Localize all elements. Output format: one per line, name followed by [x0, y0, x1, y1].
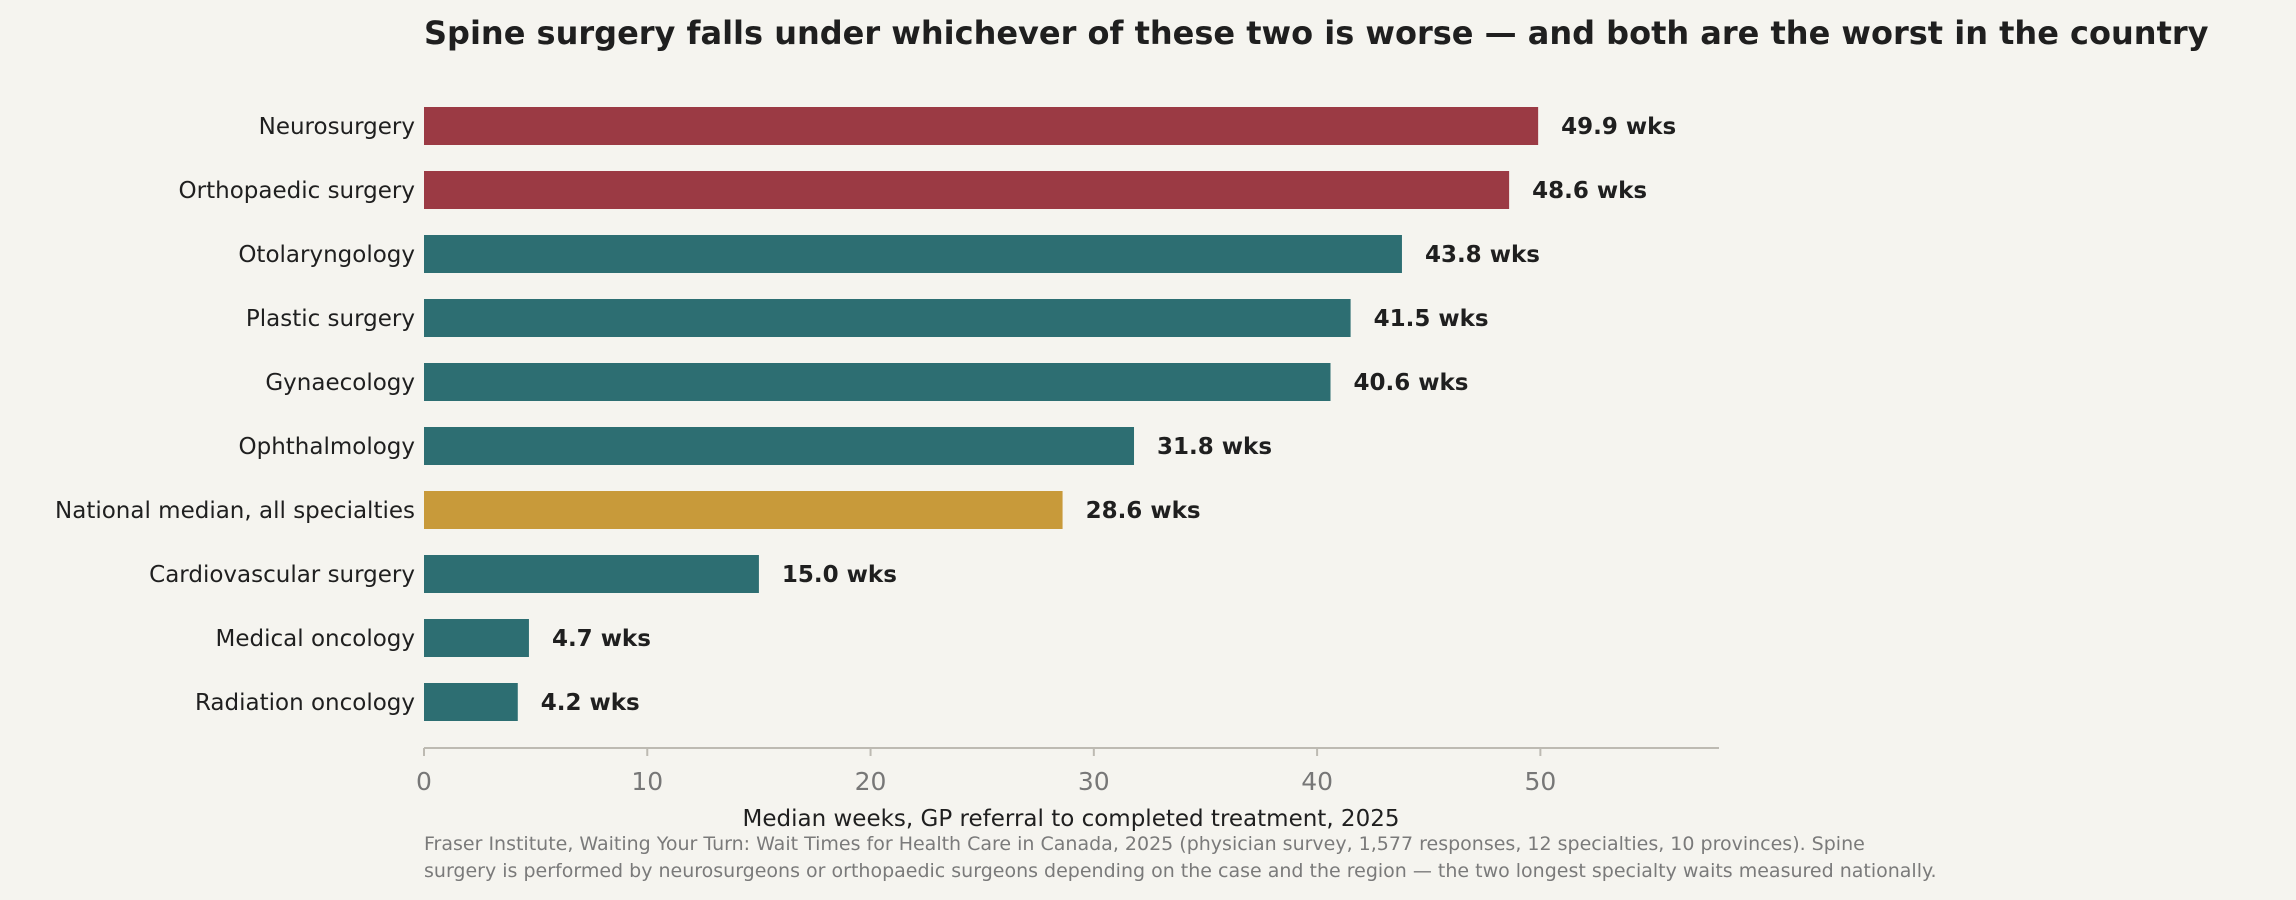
value-label: 48.6 wks — [1532, 178, 1647, 204]
value-label: 31.8 wks — [1157, 434, 1272, 460]
source-note-line-1: Fraser Institute, Waiting Your Turn: Wai… — [424, 833, 1865, 855]
bar-orthopaedic-surgery — [424, 171, 1510, 209]
bar-gynaecology — [424, 363, 1331, 401]
bars-group — [424, 107, 1539, 721]
category-label: Orthopaedic surgery — [179, 178, 415, 204]
x-tick-label: 40 — [1301, 767, 1333, 796]
category-label: Medical oncology — [216, 626, 415, 652]
category-labels-group: Neurosurgery Orthopaedic surgery Otolaryng… — [55, 114, 415, 716]
x-tick-label: 20 — [855, 767, 887, 796]
bar-neurosurgery — [424, 107, 1539, 145]
category-label: Gynaecology — [265, 370, 415, 396]
chart-title: Spine surgery falls under whichever of t… — [424, 14, 2209, 52]
category-label: Radiation oncology — [195, 690, 415, 716]
category-label: National median, all specialties — [55, 498, 415, 524]
bar-cardiovascular-surgery — [424, 555, 759, 593]
category-label: Neurosurgery — [259, 114, 415, 140]
value-label: 43.8 wks — [1425, 242, 1540, 268]
category-label: Otolaryngology — [238, 242, 415, 268]
source-note-line-2: surgery is performed by neurosurgeons or… — [424, 860, 1937, 882]
value-label: 15.0 wks — [782, 562, 897, 588]
x-tick-label: 0 — [416, 767, 432, 796]
value-label: 49.9 wks — [1561, 114, 1676, 140]
value-label: 4.2 wks — [541, 690, 640, 716]
value-labels-group: 49.9 wks 48.6 wks 43.8 wks 41.5 wks 40.6 wks… — [541, 114, 1676, 716]
bar-ophthalmology — [424, 427, 1135, 465]
x-axis-label: Median weeks, GP referral to completed t… — [743, 806, 1400, 832]
category-label: Cardiovascular surgery — [149, 562, 415, 588]
value-label: 41.5 wks — [1374, 306, 1489, 332]
x-tick-label: 10 — [631, 767, 663, 796]
x-ticks-group: 0 10 20 30 40 50 — [416, 748, 1556, 796]
bar-national-median-all-specialties — [424, 491, 1063, 529]
bar-plastic-surgery — [424, 299, 1351, 337]
bar-radiation-oncology — [424, 683, 518, 721]
x-tick-label: 30 — [1078, 767, 1110, 796]
x-tick-label: 50 — [1524, 767, 1556, 796]
bar-medical-oncology — [424, 619, 529, 657]
value-label: 40.6 wks — [1354, 370, 1469, 396]
category-label: Plastic surgery — [246, 306, 415, 332]
value-label: 4.7 wks — [552, 626, 651, 652]
bar-otolaryngology — [424, 235, 1402, 273]
category-label: Ophthalmology — [238, 434, 415, 460]
value-label: 28.6 wks — [1086, 498, 1201, 524]
